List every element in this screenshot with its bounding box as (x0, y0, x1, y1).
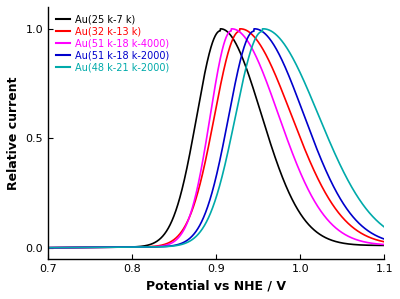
Legend: Au(25 k-7 k), Au(32 k-13 k), Au(51 k-18 k-4000), Au(51 k-18 k-2000), Au(48 k-21 : Au(25 k-7 k), Au(32 k-13 k), Au(51 k-18 … (53, 12, 172, 75)
X-axis label: Potential vs NHE / V: Potential vs NHE / V (146, 279, 286, 292)
Y-axis label: Relative current: Relative current (7, 76, 20, 190)
